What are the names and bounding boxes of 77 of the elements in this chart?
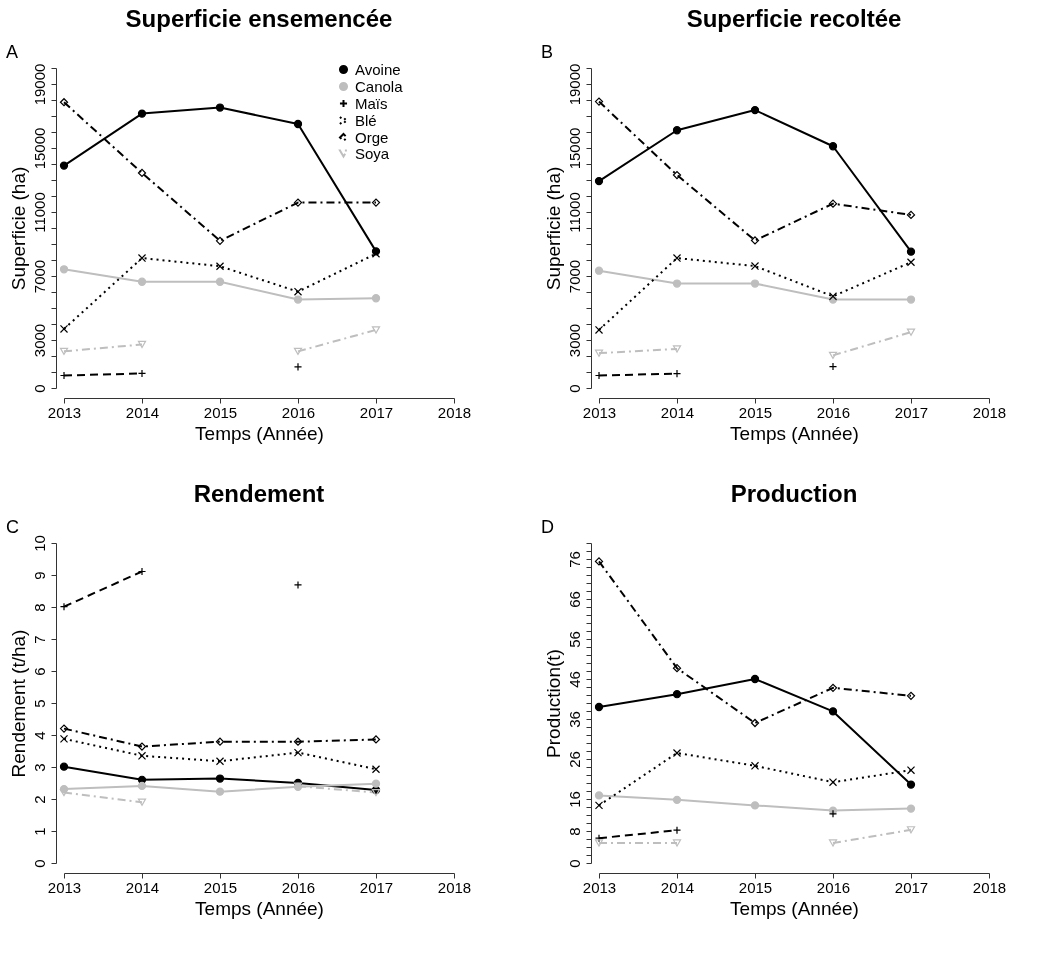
y-tick-label: 0 [30, 384, 48, 393]
y-axis-title: Rendement (t/ha) [7, 629, 29, 778]
chart-title: Superficie ensemencée [125, 5, 393, 32]
y-tick-label: 3000 [30, 323, 48, 358]
y-tick-label: 2 [30, 795, 48, 804]
x-tick-label: 2014 [125, 403, 160, 421]
y-tick-label: 26 [565, 751, 583, 768]
y-tick-label: 19000 [30, 63, 48, 106]
x-tick-label: 2016 [281, 403, 316, 421]
y-tick-label: 16 [565, 791, 583, 808]
legend-label: Canola [355, 77, 404, 95]
y-axis-title: Superficie (ha) [542, 166, 564, 291]
y-tick-label: 7000 [30, 259, 48, 294]
y-tick-label: 15000 [30, 127, 48, 170]
x-tick-label: 2017 [894, 878, 929, 896]
text: B [541, 42, 554, 62]
legend-label: Avoine [355, 60, 401, 78]
legend-label: Maïs [355, 94, 388, 112]
x-tick-label: 2015 [738, 403, 773, 421]
chart-title: Production [730, 480, 858, 507]
x-tick-label: 2013 [47, 878, 82, 896]
x-tick-label: 2015 [203, 403, 238, 421]
x-tick-label: 2016 [816, 878, 851, 896]
legend-label: Blé [355, 111, 377, 129]
y-tick-label: 36 [565, 711, 583, 728]
x-tick-label: 2014 [660, 878, 695, 896]
y-tick-label: 3 [30, 763, 48, 772]
x-tick-label: 2014 [125, 878, 160, 896]
y-tick-label: 0 [565, 384, 583, 393]
x-axis-title: Temps (Année) [195, 422, 324, 444]
y-tick-label: 0 [30, 859, 48, 868]
y-tick-label: 8 [565, 827, 583, 836]
x-tick-label: 2017 [359, 878, 394, 896]
y-tick-label: 0 [565, 859, 583, 868]
text: D [541, 517, 554, 537]
y-tick-label: 56 [565, 631, 583, 648]
y-tick-label: 76 [565, 551, 583, 568]
y-tick-label: 19000 [565, 63, 583, 106]
x-tick-label: 2018 [437, 878, 472, 896]
x-tick-label: 2017 [894, 403, 929, 421]
y-tick-label: 66 [565, 591, 583, 608]
legend-label: Orge [355, 128, 389, 146]
x-tick-label: 2016 [281, 878, 316, 896]
chart-title: Rendement [193, 480, 325, 507]
y-tick-label: 10 [30, 535, 48, 552]
x-tick-label: 2015 [203, 878, 238, 896]
y-tick-label: 7000 [565, 259, 583, 294]
x-tick-label: 2018 [437, 403, 472, 421]
y-tick-label: 6 [30, 667, 48, 676]
text: C [6, 517, 19, 537]
y-tick-label: 1 [30, 827, 48, 836]
y-tick-label: 11000 [30, 192, 48, 233]
x-tick-label: 2013 [47, 403, 82, 421]
x-tick-label: 2015 [738, 878, 773, 896]
y-tick-label: 11000 [565, 192, 583, 233]
y-axis-title: Production(t) [542, 649, 564, 758]
y-tick-label: 9 [30, 571, 48, 580]
x-axis-title: Temps (Année) [730, 897, 859, 919]
y-axis-title: Superficie (ha) [7, 166, 29, 291]
x-tick-label: 2018 [972, 403, 1007, 421]
x-tick-label: 2017 [359, 403, 394, 421]
x-tick-label: 2016 [816, 403, 851, 421]
y-tick-label: 5 [30, 699, 48, 708]
y-tick-label: 7 [30, 635, 48, 644]
y-tick-label: 3000 [565, 323, 583, 358]
chart-title: Superficie recoltée [686, 5, 902, 32]
x-tick-label: 2018 [972, 878, 1007, 896]
x-tick-label: 2014 [660, 403, 695, 421]
y-tick-label: 4 [30, 731, 48, 740]
y-tick-label: 8 [30, 603, 48, 612]
x-tick-label: 2013 [582, 403, 617, 421]
x-tick-label: 2013 [582, 878, 617, 896]
text: A [6, 42, 19, 62]
y-tick-label: 15000 [565, 127, 583, 170]
x-axis-title: Temps (Année) [730, 422, 859, 444]
x-axis-title: Temps (Année) [195, 897, 324, 919]
y-tick-label: 46 [565, 671, 583, 688]
